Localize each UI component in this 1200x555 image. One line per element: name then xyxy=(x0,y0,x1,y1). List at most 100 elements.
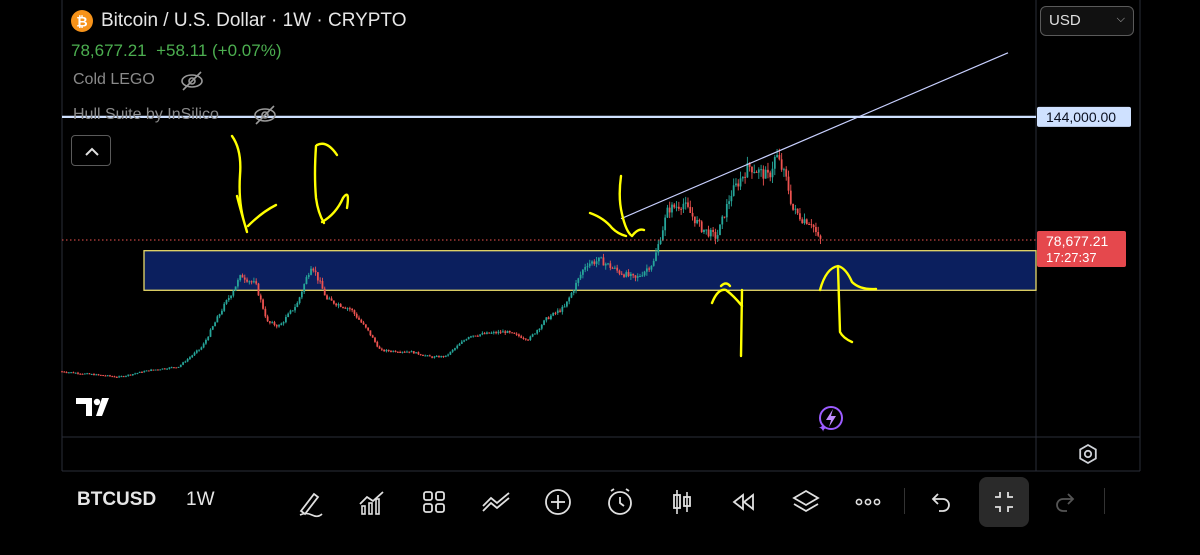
settings-icon[interactable] xyxy=(1077,443,1099,470)
candle-body xyxy=(65,372,68,374)
candle-body xyxy=(655,252,657,261)
candle-body xyxy=(652,260,655,266)
candle-body xyxy=(145,370,148,372)
interval-button[interactable]: 1W xyxy=(186,489,215,510)
symbol-title[interactable]: Bitcoin / U.S. Dollar · 1W · CRYPTO xyxy=(101,10,407,31)
candle-body xyxy=(547,317,550,320)
y-axis-tick-label: 0.00 xyxy=(1046,380,1073,396)
candle-body xyxy=(572,290,575,293)
candle-body xyxy=(629,273,632,277)
candle-body xyxy=(563,306,566,308)
exit-fullscreen-icon[interactable] xyxy=(979,477,1029,527)
candle-body xyxy=(367,327,370,331)
candle-body xyxy=(668,207,671,213)
candle-body xyxy=(712,229,715,232)
candle-body xyxy=(497,331,500,334)
candle-body xyxy=(303,284,306,292)
chevron-up-icon xyxy=(85,147,99,156)
replay-icon[interactable] xyxy=(726,484,762,520)
candle-body xyxy=(463,340,465,342)
candle-body xyxy=(177,366,180,368)
candle-body xyxy=(819,235,822,239)
eye-off-icon[interactable] xyxy=(180,70,204,97)
candle-body xyxy=(566,301,568,307)
symbol-button[interactable]: BTCUSD xyxy=(77,489,157,510)
candle-body xyxy=(364,324,367,328)
candle-body xyxy=(342,306,344,308)
candle-body xyxy=(109,375,111,377)
candle-body xyxy=(511,332,513,334)
candle-body xyxy=(184,361,187,363)
candle-body xyxy=(428,355,431,357)
lightning-icon[interactable]: ✦ xyxy=(812,404,846,439)
x-axis-tick-label: 2026 xyxy=(789,446,820,462)
chart-type-icon[interactable] xyxy=(664,484,700,520)
layouts-icon[interactable] xyxy=(416,484,452,520)
collapse-legend-button[interactable] xyxy=(71,135,111,166)
candle-body xyxy=(636,276,639,278)
more-icon[interactable] xyxy=(850,484,886,520)
candle-body xyxy=(323,288,326,296)
trendline-2024-2027 xyxy=(620,52,1009,220)
candle-body xyxy=(266,316,269,322)
candle-body xyxy=(362,322,365,325)
candle-body xyxy=(328,298,331,300)
candle-body xyxy=(207,336,210,341)
candle-body xyxy=(492,332,495,334)
legend-change: +58.11 (+0.07%) xyxy=(156,41,282,60)
alert-icon[interactable] xyxy=(602,484,638,520)
candle-body xyxy=(447,354,449,356)
candle-body xyxy=(422,355,424,357)
redo-icon[interactable] xyxy=(1048,484,1084,520)
y-axis-tick-label: 100,000.00 xyxy=(1046,192,1116,208)
candle-body xyxy=(529,336,532,341)
candle-body xyxy=(257,283,260,296)
candle-body xyxy=(237,280,239,287)
support-zone-rect xyxy=(143,250,1037,291)
candle-body xyxy=(641,275,644,277)
indicators-icon[interactable] xyxy=(354,484,390,520)
candle-body xyxy=(189,357,191,360)
candle-body xyxy=(255,281,258,284)
yellow-annotation-stroke xyxy=(588,174,646,238)
layers-icon[interactable] xyxy=(788,484,824,520)
undo-icon[interactable] xyxy=(922,484,958,520)
candle-body xyxy=(613,267,616,269)
add-icon[interactable] xyxy=(540,484,576,520)
candle-body xyxy=(527,339,529,341)
candle-body xyxy=(616,267,619,271)
candle-body xyxy=(120,376,123,378)
candle-body xyxy=(744,176,746,178)
candle-body xyxy=(627,272,630,277)
candle-body xyxy=(803,219,806,224)
candle-body xyxy=(577,278,580,283)
candle-body xyxy=(682,203,685,210)
indicator-label-hull-suite[interactable]: Hull Suite by InSilico xyxy=(73,106,219,123)
candle-body xyxy=(639,275,641,277)
candle-body xyxy=(173,367,175,369)
candle-body xyxy=(390,351,392,353)
brush-icon[interactable] xyxy=(292,484,328,520)
candle-body xyxy=(284,317,287,323)
candle-body xyxy=(771,168,774,178)
candle-body xyxy=(127,374,130,376)
hline-price-label-bg xyxy=(1037,106,1131,127)
candle-body xyxy=(524,338,527,340)
candle-body xyxy=(209,329,212,337)
currency-select[interactable]: USD ⌵ xyxy=(1040,6,1134,36)
indicator-label-cold-lego[interactable]: Cold LEGO xyxy=(73,71,155,88)
yellow-annotation-stroke xyxy=(818,264,878,344)
yellow-annotation-stroke xyxy=(710,282,744,358)
candle-body xyxy=(545,317,548,321)
candle-body xyxy=(762,169,765,179)
candle-body xyxy=(671,204,673,213)
compare-icon[interactable] xyxy=(478,484,514,520)
candle-body xyxy=(593,261,596,264)
candle-body xyxy=(591,261,593,264)
candle-body xyxy=(243,277,246,280)
eye-off-icon[interactable] xyxy=(253,104,277,131)
candle-body xyxy=(780,159,783,170)
svg-text:₿: ₿ xyxy=(76,14,87,30)
candle-body xyxy=(408,351,411,353)
